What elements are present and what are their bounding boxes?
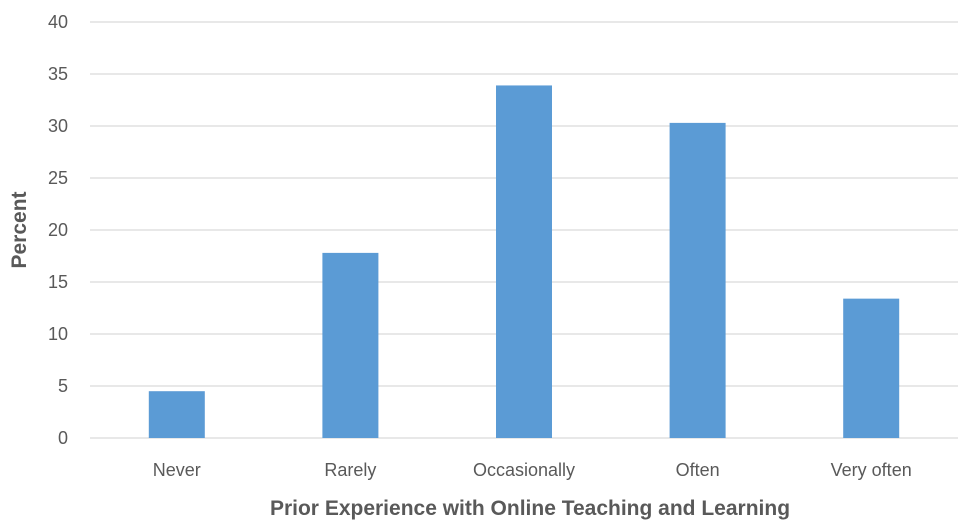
y-axis-title: Percent bbox=[8, 191, 31, 268]
bar-occasionally bbox=[496, 85, 552, 438]
bar-often bbox=[669, 122, 726, 438]
y-tick-label: 10 bbox=[48, 324, 68, 344]
y-tick-label: 5 bbox=[58, 376, 68, 396]
x-tick-label: Often bbox=[676, 460, 720, 480]
y-tick-label: 20 bbox=[48, 220, 68, 240]
y-tick-label: 35 bbox=[48, 64, 68, 84]
bar-rarely bbox=[322, 252, 379, 438]
y-tick-label: 40 bbox=[48, 12, 68, 32]
x-tick-label: Rarely bbox=[324, 460, 376, 480]
y-tick-label: 0 bbox=[58, 428, 68, 448]
y-axis-ticks: 0 5 10 15 20 25 30 35 40 bbox=[48, 12, 68, 448]
y-tick-label: 15 bbox=[48, 272, 68, 292]
bars bbox=[148, 85, 900, 438]
x-tick-label: Very often bbox=[831, 460, 912, 480]
x-axis-title: Prior Experience with Online Teaching an… bbox=[270, 497, 790, 520]
x-axis-ticks: Never Rarely Occasionally Often Very often bbox=[153, 460, 912, 480]
bar-never bbox=[148, 391, 205, 438]
y-tick-label: 30 bbox=[48, 116, 68, 136]
bar-very-often bbox=[843, 298, 900, 438]
x-tick-label: Never bbox=[153, 460, 201, 480]
x-tick-label: Occasionally bbox=[473, 460, 575, 480]
y-tick-label: 25 bbox=[48, 168, 68, 188]
